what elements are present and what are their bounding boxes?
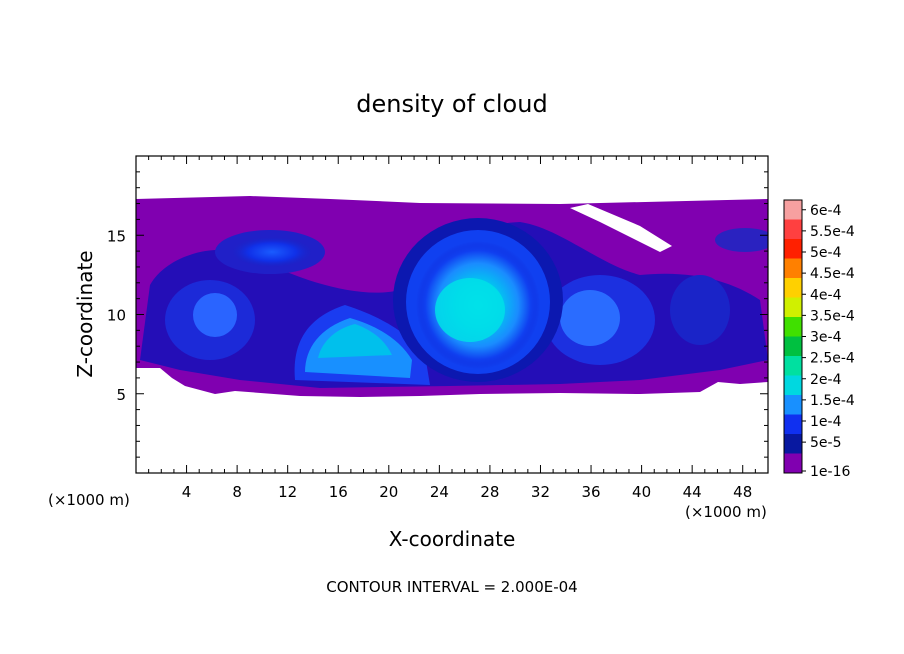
colorbar-label: 5e-5: [810, 435, 841, 451]
contour-interval: CONTOUR INTERVAL = 2.000E-04: [326, 578, 577, 596]
colorbar-label: 3e-4: [810, 330, 842, 346]
colorbar-label: 4.5e-4: [810, 266, 855, 282]
x-tick-label: 8: [232, 483, 242, 501]
x-tick-label: 48: [733, 483, 752, 501]
y-tick-label: 10: [107, 307, 126, 325]
x-tick-label: 36: [581, 483, 600, 501]
x-tick-label: 40: [632, 483, 651, 501]
y-tick-labels: 5 10 15: [107, 227, 126, 404]
colorbar-swatch: [784, 336, 802, 357]
colorbar-swatch: [784, 258, 802, 279]
x-tick-label: 44: [683, 483, 702, 501]
colorbar-swatch: [784, 317, 802, 337]
colorbar-swatch: [784, 239, 802, 259]
x-tick-label: 28: [480, 483, 499, 501]
colorbar-swatch: [784, 200, 802, 220]
colorbar-label: 3.5e-4: [810, 308, 855, 324]
x-tick-label: 24: [430, 483, 449, 501]
axis-ticks: [136, 156, 768, 473]
y-axis-label: Z-coordinate: [73, 250, 97, 377]
colorbar-swatch: [784, 395, 802, 415]
y-tick-label: 15: [107, 227, 126, 245]
x-tick-label: 4: [182, 483, 192, 501]
y-tick-label: 5: [116, 386, 126, 404]
colorbar-swatch: [784, 219, 802, 240]
colorbar-swatch: [784, 375, 802, 396]
x-tick-label: 32: [531, 483, 550, 501]
x-axis-label: X-coordinate: [389, 527, 516, 551]
colorbar-label: 1.5e-4: [810, 393, 855, 409]
density-field: [136, 196, 768, 473]
x-tick-label: 20: [379, 483, 398, 501]
colorbar-label: 5e-4: [810, 245, 842, 261]
x-unit-label-right: (×1000 m): [685, 503, 767, 521]
colorbar-label: 1e-16: [810, 464, 850, 480]
colorbar-label: 5.5e-4: [810, 224, 855, 240]
colorbar-swatch: [784, 297, 802, 318]
colorbar-label: 4e-4: [810, 287, 842, 303]
colorbar-swatch: [784, 414, 802, 435]
colorbar-label: 2.5e-4: [810, 351, 855, 367]
colorbar-swatch: [784, 356, 802, 376]
x-tick-labels: 4 8 12 16 20 24 28 32 36 40 44 48: [182, 483, 752, 501]
colorbar-label: 6e-4: [810, 203, 842, 219]
chart-title: density of cloud: [356, 90, 547, 118]
colorbar-swatch: [784, 453, 802, 474]
colorbar: 6e-4 5.5e-4 5e-4 4.5e-4 4e-4 3.5e-4 3e-4 2.5e-4…: [783, 199, 855, 480]
colorbar-label: 2e-4: [810, 372, 842, 388]
x-tick-label: 12: [278, 483, 297, 501]
colorbar-swatch: [784, 278, 802, 298]
x-tick-label: 16: [329, 483, 348, 501]
x-unit-label: (×1000 m): [48, 491, 130, 509]
colorbar-label: 1e-4: [810, 414, 842, 430]
colorbar-swatch: [784, 434, 802, 454]
